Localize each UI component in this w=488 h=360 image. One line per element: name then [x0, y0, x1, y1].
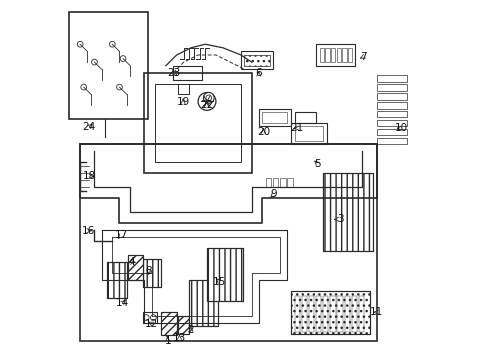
- Bar: [178, 84, 189, 94]
- Bar: [376, 102, 406, 109]
- Text: 12: 12: [145, 319, 158, 329]
- Bar: [189, 280, 217, 327]
- Bar: [160, 312, 176, 336]
- Bar: [206, 248, 242, 301]
- Circle shape: [203, 93, 214, 103]
- Bar: [290, 291, 369, 334]
- Bar: [376, 111, 406, 117]
- Bar: [142, 258, 160, 287]
- Bar: [376, 138, 406, 144]
- Text: 13: 13: [172, 333, 186, 343]
- Bar: [142, 312, 157, 323]
- Bar: [206, 248, 242, 301]
- Bar: [258, 109, 290, 126]
- Bar: [323, 296, 328, 332]
- Bar: [160, 312, 176, 336]
- Bar: [376, 129, 406, 135]
- Bar: [376, 93, 406, 100]
- Bar: [244, 55, 269, 66]
- Bar: [128, 255, 142, 280]
- Bar: [144, 73, 251, 173]
- Bar: [351, 296, 356, 332]
- Text: 21: 21: [290, 123, 304, 133]
- Bar: [272, 178, 278, 187]
- Bar: [294, 112, 315, 123]
- Text: 7: 7: [359, 52, 366, 62]
- Bar: [308, 296, 313, 332]
- Bar: [315, 296, 321, 332]
- Bar: [290, 123, 326, 144]
- Bar: [347, 48, 352, 62]
- Bar: [336, 48, 340, 62]
- Text: 3: 3: [334, 214, 344, 224]
- Bar: [178, 316, 189, 334]
- Text: 17: 17: [114, 230, 128, 240]
- Text: 6: 6: [255, 68, 262, 78]
- Text: 24: 24: [82, 122, 96, 132]
- Bar: [155, 84, 241, 162]
- Bar: [290, 291, 369, 334]
- Bar: [178, 316, 189, 334]
- Text: 16: 16: [81, 226, 95, 236]
- Text: 11: 11: [369, 307, 383, 317]
- Bar: [189, 280, 217, 327]
- Bar: [330, 48, 335, 62]
- Text: 5: 5: [314, 159, 321, 169]
- Bar: [265, 178, 271, 187]
- Bar: [337, 296, 342, 332]
- Bar: [262, 112, 287, 123]
- Text: 19: 19: [176, 97, 189, 107]
- Bar: [315, 44, 354, 66]
- Bar: [142, 258, 160, 287]
- Text: 1: 1: [164, 337, 171, 346]
- Text: 22: 22: [200, 100, 213, 110]
- Bar: [358, 296, 364, 332]
- Bar: [329, 296, 335, 332]
- Text: 4: 4: [128, 257, 135, 267]
- Bar: [280, 178, 285, 187]
- Bar: [173, 66, 201, 80]
- Bar: [107, 262, 126, 298]
- Bar: [376, 120, 406, 126]
- Bar: [287, 178, 292, 187]
- Text: 15: 15: [212, 277, 225, 287]
- Bar: [323, 173, 372, 251]
- Text: 18: 18: [82, 171, 96, 181]
- Bar: [376, 75, 406, 82]
- Bar: [294, 126, 323, 141]
- Bar: [376, 84, 406, 91]
- Bar: [294, 296, 299, 332]
- Bar: [69, 12, 148, 119]
- Bar: [319, 48, 323, 62]
- Bar: [344, 296, 349, 332]
- Text: 8: 8: [145, 266, 152, 276]
- Text: 14: 14: [116, 298, 129, 308]
- Bar: [128, 255, 142, 280]
- Bar: [80, 144, 376, 341]
- Text: 2: 2: [187, 325, 194, 335]
- Bar: [241, 51, 272, 69]
- Bar: [107, 262, 126, 298]
- Text: 9: 9: [270, 189, 277, 199]
- Text: 10: 10: [394, 123, 407, 133]
- Text: 20: 20: [256, 127, 269, 137]
- Bar: [323, 173, 372, 251]
- Bar: [325, 48, 329, 62]
- Text: 23: 23: [167, 68, 181, 78]
- Circle shape: [198, 93, 216, 111]
- Bar: [342, 48, 346, 62]
- Bar: [301, 296, 306, 332]
